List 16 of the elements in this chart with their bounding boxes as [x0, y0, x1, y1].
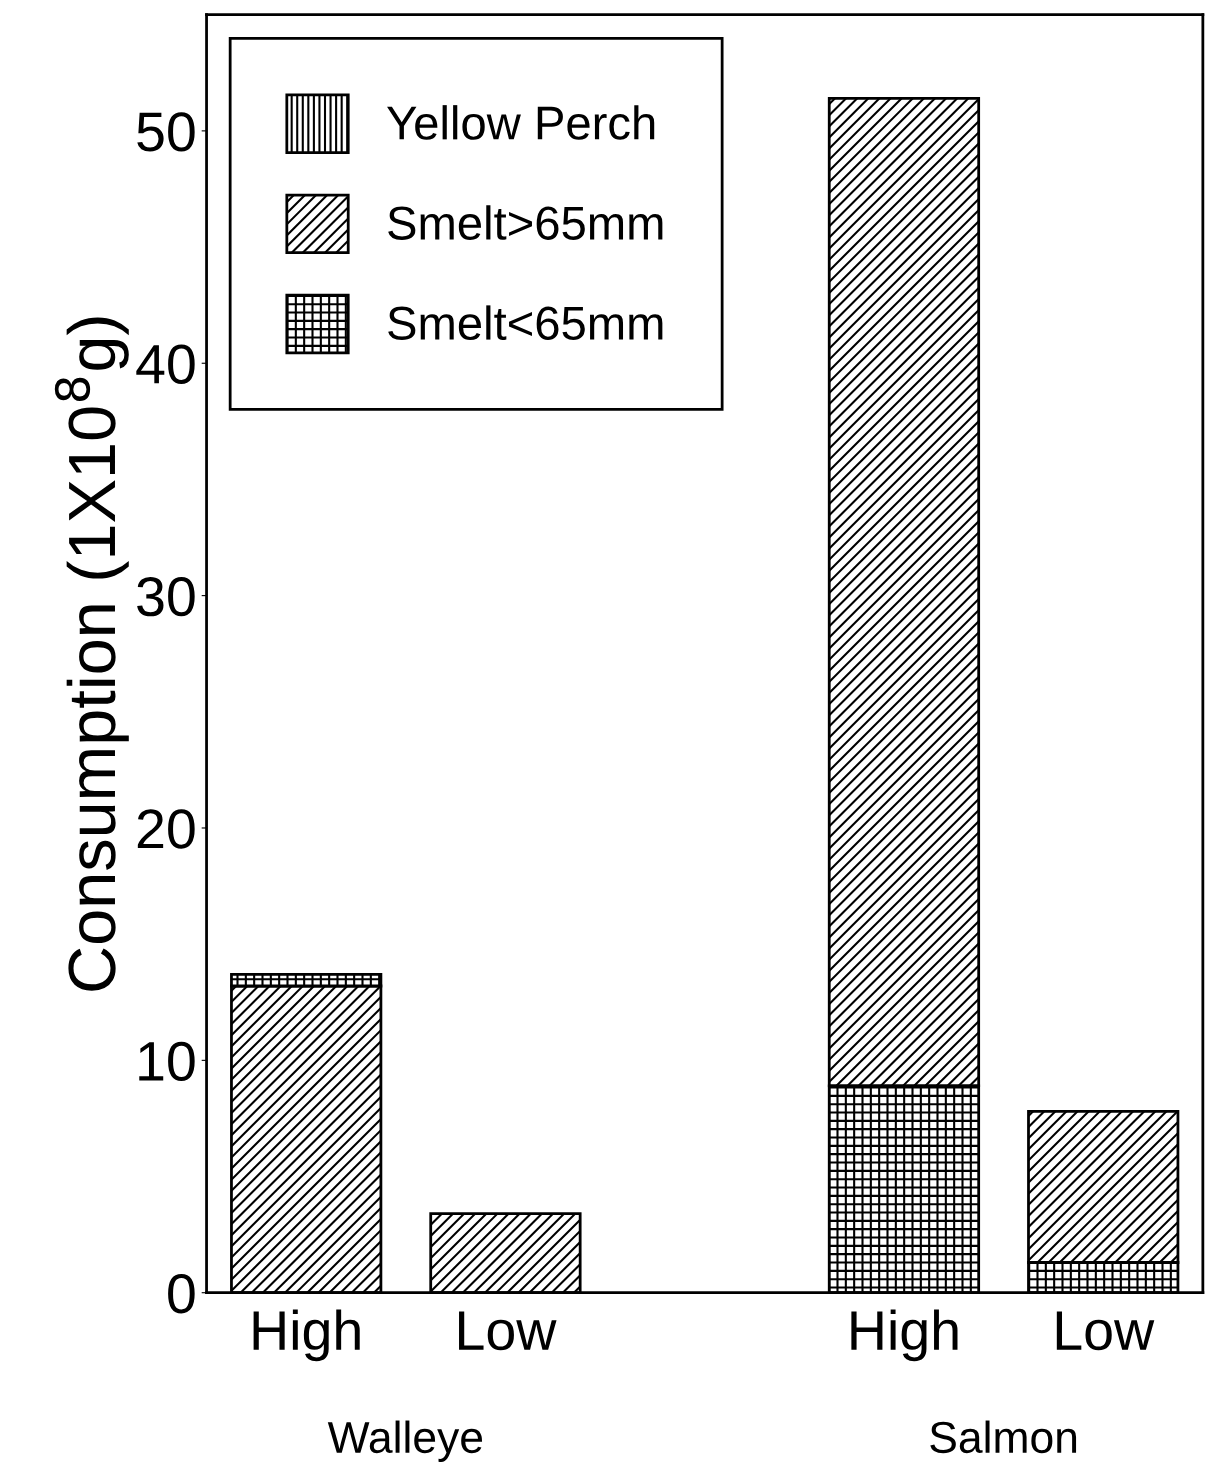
x-tick-label: Low [1056, 1311, 1155, 1351]
x-tick-label: High [253, 1309, 360, 1362]
x-tick-label: Low [459, 1311, 557, 1351]
legend-label: Smelt<65mm [388, 305, 663, 341]
y-tick-label: 0 [168, 1274, 195, 1314]
y-axis-title: Consumption (1X10$^{8}$g) [54, 317, 129, 991]
y-tick-label: 30 [137, 576, 195, 617]
text: Salmon [930, 1420, 1077, 1454]
legend-label: Smelt>65mm [388, 205, 663, 240]
text: Walleye [327, 1420, 483, 1462]
y-tick-label: 10 [139, 1041, 195, 1082]
y-tick-label: 50 [137, 112, 195, 152]
x-tick-label: High [851, 1309, 958, 1362]
y-tick-label: 40 [136, 344, 195, 384]
y-tick-label: 20 [137, 809, 195, 849]
legend-label: Yellow Perch [387, 105, 655, 140]
